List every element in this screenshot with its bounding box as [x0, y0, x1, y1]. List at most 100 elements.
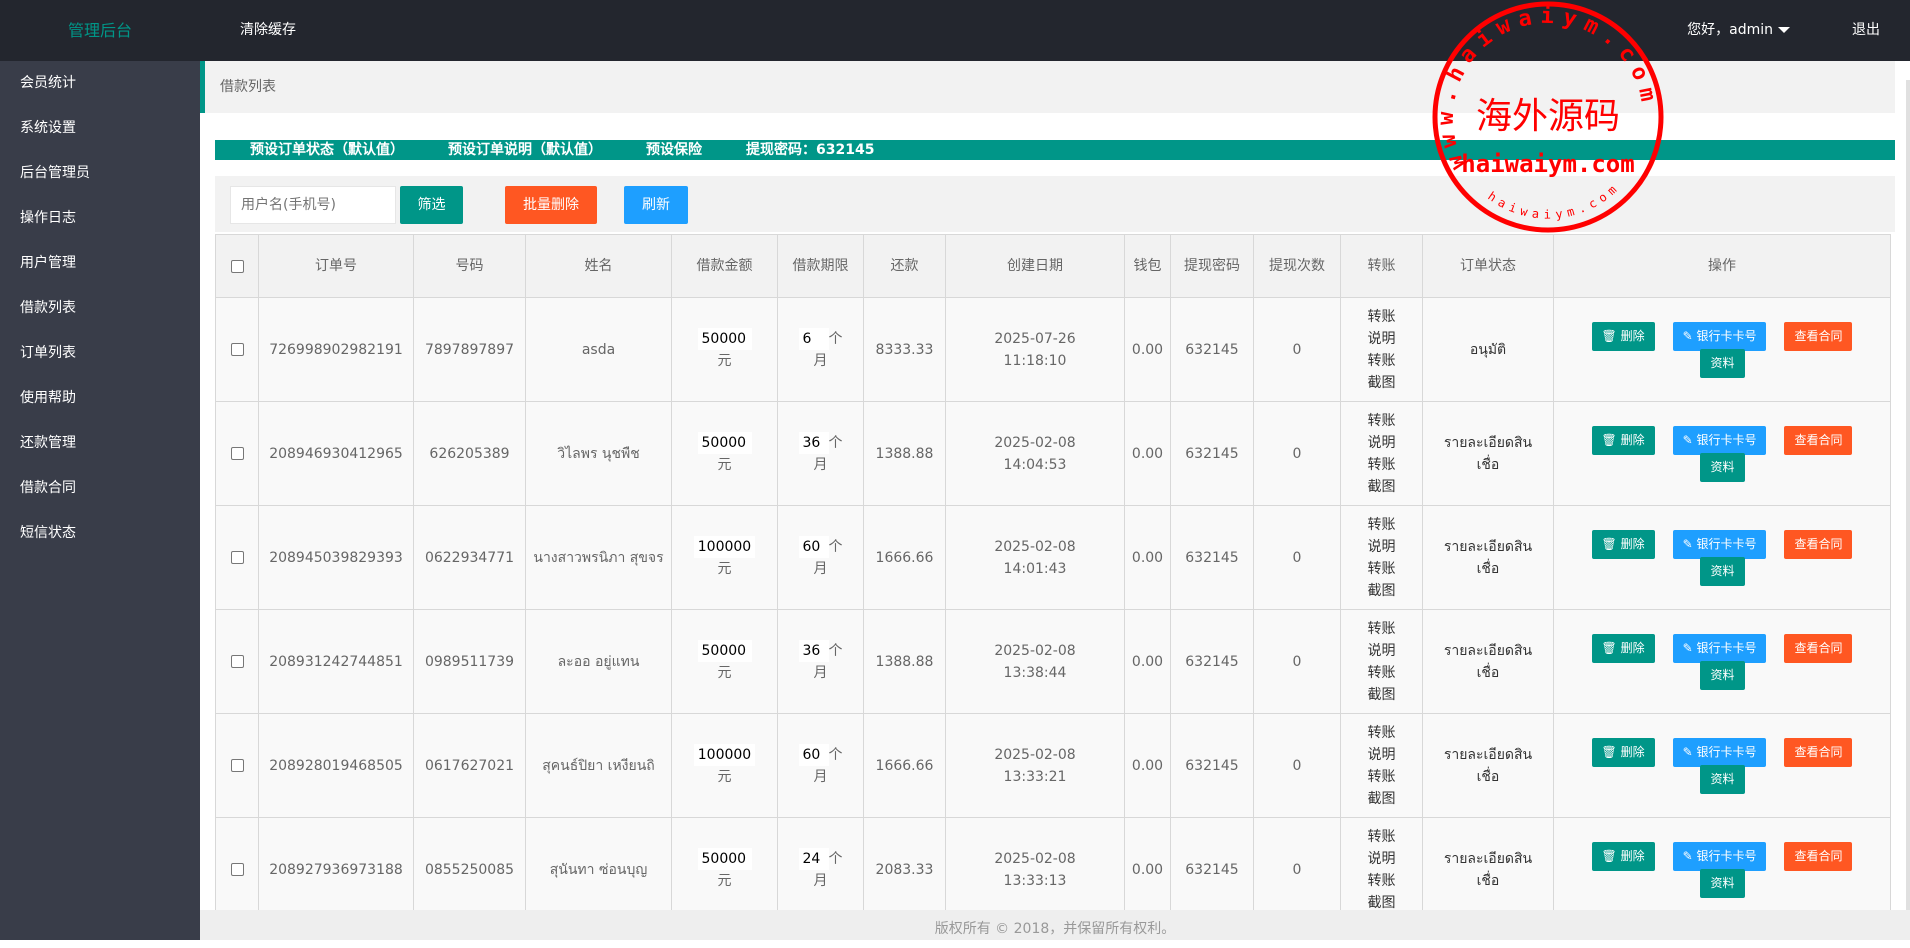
sidebar-item[interactable]: 借款列表 — [20, 300, 76, 316]
amount-input[interactable]: 50000 — [697, 639, 752, 662]
amount-input[interactable]: 100000 — [693, 535, 756, 558]
row-checkbox[interactable] — [230, 447, 244, 460]
row-checkbox[interactable] — [230, 863, 244, 876]
actions-cell: 🗑 删除 ✎ 银行卡卡号 查看合同资料 — [1553, 401, 1891, 506]
view-contract-button[interactable]: 查看合同 — [1784, 321, 1853, 351]
footer: 版权所有 © 2018，并保留所有权利。 — [200, 910, 1910, 940]
transfer-screenshot-link[interactable]: 转账截图 — [1367, 352, 1396, 391]
select-all-checkbox[interactable] — [230, 259, 244, 273]
sidebar-item[interactable]: 还款管理 — [20, 435, 76, 451]
sidebar-item[interactable]: 使用帮助 — [20, 390, 76, 406]
bank-card-button[interactable]: ✎ 银行卡卡号 — [1672, 425, 1767, 455]
batch-delete-button[interactable]: 批量删除 — [505, 186, 597, 224]
delete-button[interactable]: 🗑 删除 — [1591, 529, 1655, 559]
transfer-desc-link[interactable]: 转账说明 — [1367, 308, 1396, 347]
delete-button[interactable]: 🗑 删除 — [1591, 633, 1655, 663]
refresh-button[interactable]: 刷新 — [624, 186, 688, 224]
preset-item[interactable]: 提现密码：632145 — [746, 142, 875, 158]
transfer-desc-link[interactable]: 转账说明 — [1367, 828, 1396, 867]
sidebar-item[interactable]: 用户管理 — [20, 255, 76, 271]
info-button[interactable]: 资料 — [1700, 348, 1745, 378]
preset-item[interactable]: 预设保险 — [646, 142, 702, 158]
transfer-screenshot-link[interactable]: 转账截图 — [1367, 456, 1396, 495]
sidebar-item[interactable]: 后台管理员 — [20, 165, 90, 181]
term-input[interactable]: 36 — [798, 639, 829, 662]
clear-cache-link[interactable]: 清除缓存 — [240, 22, 296, 38]
transfer-desc-link[interactable]: 转账说明 — [1367, 620, 1396, 659]
amount-cell: 50000 元 — [671, 297, 778, 402]
transfer-screenshot-link[interactable]: 转账截图 — [1367, 872, 1396, 911]
table-row: 726998902982191 7897897897 asda 50000 元 6 个月 83… — [215, 297, 1891, 402]
column-header: 提现次数 — [1253, 234, 1341, 298]
greeting: 您好，admin — [1687, 22, 1773, 38]
info-button[interactable]: 资料 — [1700, 660, 1745, 690]
view-contract-button[interactable]: 查看合同 — [1784, 529, 1853, 559]
term-input[interactable]: 60 — [798, 535, 829, 558]
date-cell: 2025-02-08 13:33:21 — [945, 713, 1125, 818]
bank-card-button[interactable]: ✎ 银行卡卡号 — [1672, 321, 1767, 351]
term-input[interactable]: 36 — [798, 431, 829, 454]
delete-button[interactable]: 🗑 删除 — [1591, 737, 1655, 767]
term-input[interactable]: 6 — [798, 327, 829, 350]
sidebar-item[interactable]: 借款合同 — [20, 480, 76, 496]
info-button[interactable]: 资料 — [1700, 452, 1745, 482]
transfer-screenshot-link[interactable]: 转账截图 — [1367, 768, 1396, 807]
actions-cell: 🗑 删除 ✎ 银行卡卡号 查看合同资料 — [1553, 297, 1891, 402]
transfer-screenshot-link[interactable]: 转账截图 — [1367, 560, 1396, 599]
actions-row: 资料 — [1554, 868, 1890, 898]
user-menu[interactable]: 您好，admin — [1687, 0, 1790, 61]
caret-down-icon — [1778, 27, 1790, 33]
bank-card-button[interactable]: ✎ 银行卡卡号 — [1672, 633, 1767, 663]
filter-button[interactable]: 筛选 — [400, 186, 463, 224]
amount-unit: 元 — [717, 872, 732, 889]
view-contract-button[interactable]: 查看合同 — [1784, 737, 1853, 767]
info-button[interactable]: 资料 — [1700, 764, 1745, 794]
bank-label: 银行卡卡号 — [1696, 848, 1757, 863]
amount-input[interactable]: 50000 — [697, 847, 752, 870]
count-cell: 0 — [1253, 297, 1341, 402]
amount-input[interactable]: 50000 — [697, 327, 752, 350]
delete-button[interactable]: 🗑 删除 — [1591, 841, 1655, 871]
row-checkbox[interactable] — [230, 759, 244, 772]
term-input[interactable]: 24 — [798, 847, 829, 870]
row-checkbox[interactable] — [230, 655, 244, 668]
username-search-input[interactable] — [230, 186, 396, 224]
time: 13:33:13 — [1003, 872, 1067, 889]
transfer-desc-link[interactable]: 转账说明 — [1367, 412, 1396, 451]
wallet-cell: 0.00 — [1124, 401, 1171, 506]
transfer-desc-link[interactable]: 转账说明 — [1367, 516, 1396, 555]
row-checkbox[interactable] — [230, 551, 244, 564]
preset-item[interactable]: 预设订单说明（默认值） — [448, 142, 602, 158]
info-button[interactable]: 资料 — [1700, 556, 1745, 586]
amount-unit: 元 — [717, 560, 732, 577]
sidebar-item[interactable]: 系统设置 — [20, 120, 76, 136]
column-header: 订单状态 — [1422, 234, 1554, 298]
scrollbar[interactable] — [1906, 80, 1910, 910]
transfer-desc-link[interactable]: 转账说明 — [1367, 724, 1396, 763]
preset-item[interactable]: 预设订单状态（默认值） — [250, 142, 404, 158]
term-input[interactable]: 60 — [798, 743, 829, 766]
actions-row: 🗑 删除 ✎ 银行卡卡号 查看合同 — [1554, 425, 1890, 455]
transfer-cell: 转账说明 转账截图 — [1340, 713, 1423, 818]
view-contract-button[interactable]: 查看合同 — [1784, 841, 1853, 871]
amount-input[interactable]: 50000 — [697, 431, 752, 454]
view-contract-button[interactable]: 查看合同 — [1784, 633, 1853, 663]
sidebar-item[interactable]: 会员统计 — [20, 75, 76, 91]
amount-input[interactable]: 100000 — [693, 743, 756, 766]
bank-card-button[interactable]: ✎ 银行卡卡号 — [1672, 529, 1767, 559]
bank-card-button[interactable]: ✎ 银行卡卡号 — [1672, 841, 1767, 871]
bank-card-button[interactable]: ✎ 银行卡卡号 — [1672, 737, 1767, 767]
view-contract-button[interactable]: 查看合同 — [1784, 425, 1853, 455]
actions-cell: 🗑 删除 ✎ 银行卡卡号 查看合同资料 — [1553, 609, 1891, 714]
sidebar-item[interactable]: 操作日志 — [20, 210, 76, 226]
delete-button[interactable]: 🗑 删除 — [1591, 321, 1655, 351]
transfer-screenshot-link[interactable]: 转账截图 — [1367, 664, 1396, 703]
logo[interactable]: 管理后台 — [67, 21, 132, 40]
sidebar-item[interactable]: 短信状态 — [20, 525, 76, 541]
pencil-icon: ✎ — [1682, 640, 1697, 655]
sidebar-item[interactable]: 订单列表 — [20, 345, 76, 361]
info-button[interactable]: 资料 — [1700, 868, 1745, 898]
row-checkbox[interactable] — [230, 343, 244, 356]
delete-button[interactable]: 🗑 删除 — [1591, 425, 1655, 455]
logout-link[interactable]: 退出 — [1852, 22, 1880, 38]
